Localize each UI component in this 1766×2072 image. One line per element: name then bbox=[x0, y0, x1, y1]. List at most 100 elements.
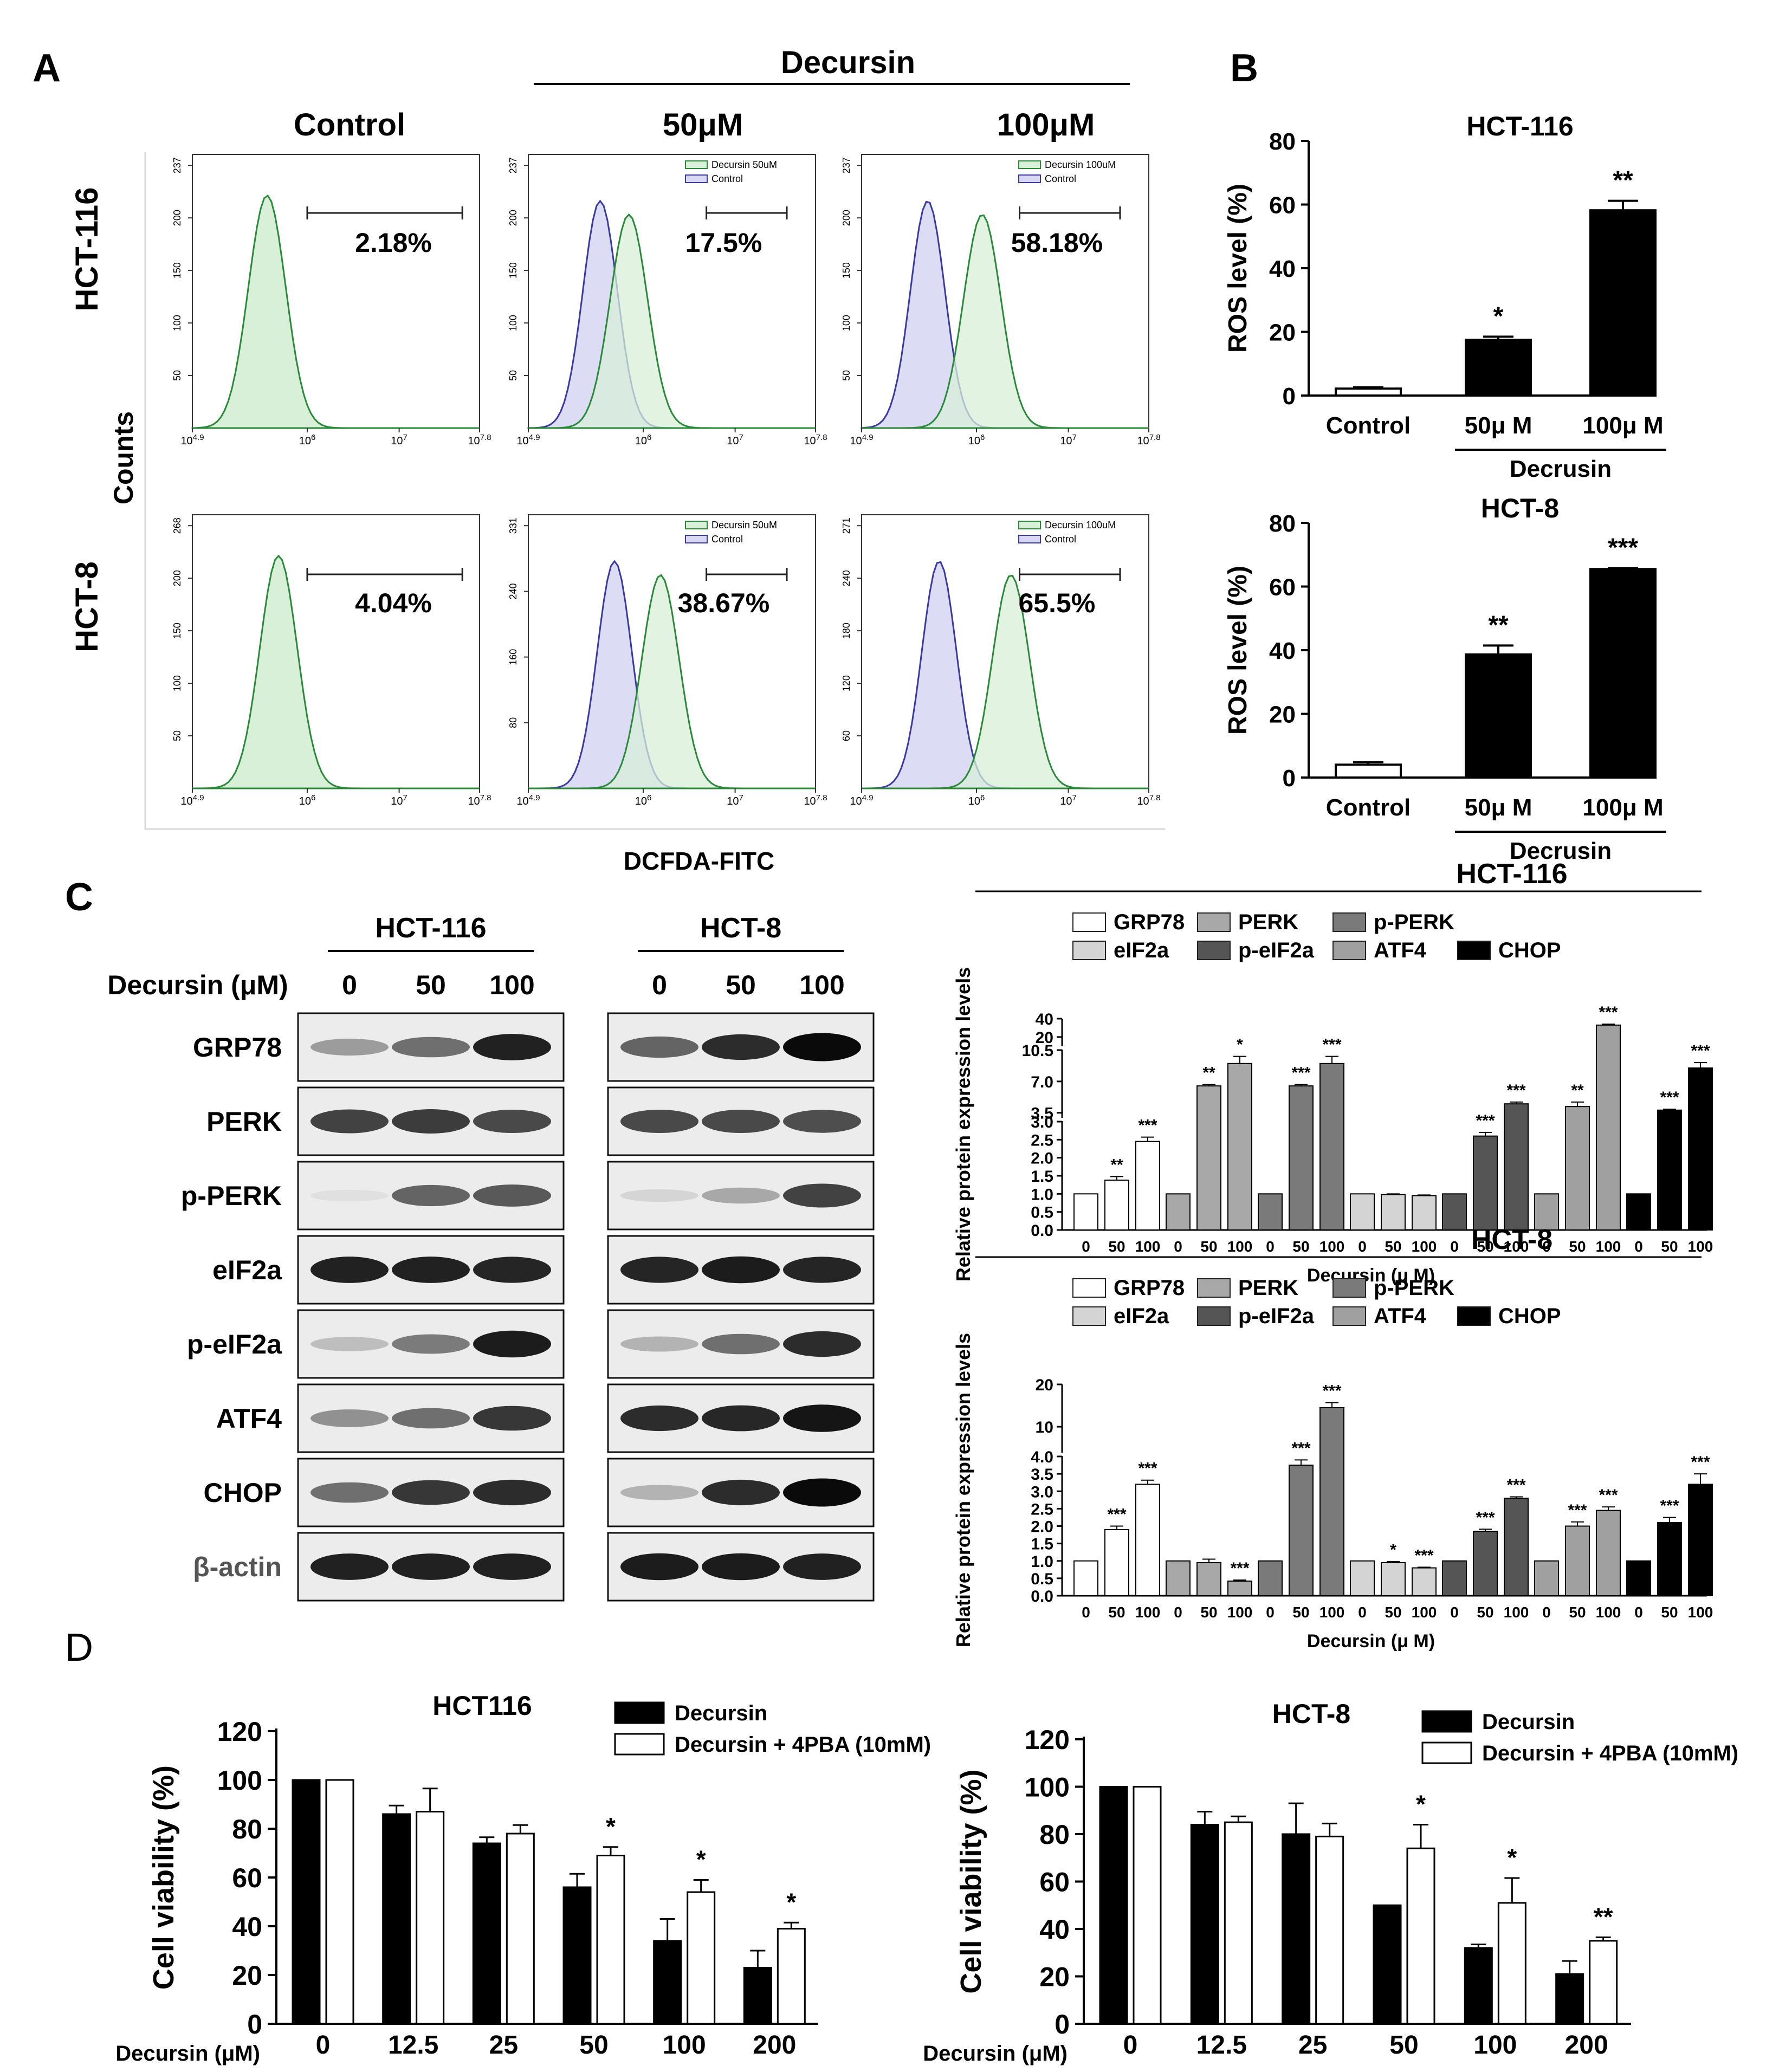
cell-line-label: HCT-116 bbox=[375, 912, 486, 944]
blot-band bbox=[392, 1334, 470, 1354]
blot-row bbox=[607, 1161, 875, 1231]
chart-title: HCT116 bbox=[432, 1691, 532, 1721]
panel-a-frame bbox=[144, 152, 1165, 830]
x-tick-label: 50 bbox=[1477, 1604, 1493, 1621]
y-tick-label: 0.5 bbox=[1031, 1204, 1053, 1222]
bar bbox=[1688, 1067, 1713, 1231]
x-tick-label: 12.5 bbox=[1196, 2031, 1247, 2060]
y-axis-label: Cell viability (%) bbox=[147, 1765, 180, 1990]
bar bbox=[1196, 1085, 1221, 1231]
x-tick-label: 104.9 bbox=[516, 433, 540, 447]
x-tick-label: 0 bbox=[1450, 1238, 1459, 1255]
chart-title: HCT-8 bbox=[1481, 493, 1559, 523]
blot-band bbox=[473, 1109, 551, 1134]
x-tick-label: 50 bbox=[579, 2031, 608, 2060]
bar bbox=[1350, 1193, 1375, 1231]
bar bbox=[1166, 1560, 1191, 1596]
blot-band bbox=[702, 1109, 780, 1134]
blot-band bbox=[310, 1038, 389, 1056]
blot-band bbox=[392, 1037, 470, 1058]
ros-chart-hct8: HCT-8 0 20 40 60 80 ROS level (%) Control ** 50μ … bbox=[1224, 493, 1666, 864]
legend-swatch bbox=[1072, 912, 1106, 932]
legend-label: GRP78 bbox=[1114, 910, 1185, 934]
y-tick-label: 3.0 bbox=[1031, 1483, 1053, 1501]
significance-mark: *** bbox=[1691, 1042, 1710, 1060]
blot-row bbox=[297, 1383, 565, 1453]
x-tick-label: 107.8 bbox=[1137, 433, 1160, 447]
y-tick-label: 237 bbox=[508, 157, 519, 173]
blot-band bbox=[702, 1256, 780, 1284]
y-axis-label: ROS level (%) bbox=[1224, 566, 1252, 735]
blot-row bbox=[297, 1458, 565, 1527]
x-tick-label: 50 bbox=[1292, 1238, 1309, 1255]
legend-swatch bbox=[614, 1701, 665, 1724]
x-tick-label: 50 bbox=[1200, 1604, 1217, 1621]
control-histogram bbox=[191, 194, 480, 429]
histogram-0-1: Decursin 50uM Control 17.5% 50 100 150 200 237 1… bbox=[508, 154, 827, 447]
bar bbox=[1258, 1193, 1283, 1231]
blot-row bbox=[297, 1012, 565, 1082]
bar bbox=[1073, 1193, 1098, 1231]
x-tick-label: 107 bbox=[391, 793, 407, 807]
bar bbox=[1227, 1581, 1252, 1596]
bar bbox=[562, 1886, 592, 2025]
significance-mark: ** bbox=[1613, 166, 1633, 195]
y-tick-label: 0.5 bbox=[1031, 1570, 1053, 1588]
y-tick-label: 100 bbox=[841, 315, 852, 331]
dose-value: 0 bbox=[342, 970, 357, 1000]
legend-label: GRP78 bbox=[1114, 1276, 1185, 1300]
significance-mark: * bbox=[606, 1812, 616, 1841]
histogram-1-1: Decursin 50uM Control 38.67% 80 160 240 331 104… bbox=[508, 514, 827, 807]
y-axis-label: Relative protein expression levels bbox=[952, 967, 974, 1281]
legend-label: ATF4 bbox=[1374, 1304, 1427, 1328]
bar bbox=[292, 1779, 321, 2025]
x-tick-label: 100 bbox=[1227, 1604, 1253, 1621]
significance-mark: *** bbox=[1476, 1508, 1495, 1526]
bar bbox=[1465, 339, 1532, 397]
significance-mark: *** bbox=[1230, 1559, 1249, 1577]
x-tick-label: 100 bbox=[1319, 1238, 1345, 1255]
bar bbox=[777, 1928, 806, 2025]
blot-band bbox=[783, 1553, 861, 1580]
y-tick-label: 20 bbox=[232, 1960, 262, 1991]
bar bbox=[1565, 1106, 1590, 1231]
panel-a-row-hct8: HCT-8 bbox=[69, 561, 105, 652]
legend-swatch bbox=[1332, 912, 1366, 932]
x-axis-label: Decursin (μ M) bbox=[1307, 1265, 1435, 1286]
viability-chart-hct8: HCT-8 0 20 40 60 80 100 120 Cell viability (%) 0 1… bbox=[923, 1699, 1738, 2065]
y-tick-label: 150 bbox=[508, 262, 519, 279]
bar bbox=[416, 1811, 445, 2025]
y-tick-label: 100 bbox=[172, 315, 183, 331]
bar bbox=[472, 1842, 501, 2025]
panel-a-col-control: Control bbox=[294, 107, 405, 143]
legend-treated-label: Decursin 50uM bbox=[711, 520, 777, 530]
y-tick-label: 150 bbox=[172, 262, 183, 279]
x-tick-label: 50 bbox=[1661, 1604, 1678, 1621]
y-tick-label: 2.5 bbox=[1031, 1500, 1053, 1518]
x-tick-label: 107.8 bbox=[468, 793, 491, 807]
blot-band bbox=[473, 1479, 551, 1506]
x-tick-label: 50μ M bbox=[1465, 794, 1532, 821]
treated-histogram bbox=[528, 213, 816, 429]
legend-control-label: Control bbox=[1045, 534, 1076, 545]
y-tick-label: 3.0 bbox=[1031, 1113, 1053, 1131]
bar bbox=[1099, 1786, 1128, 2025]
y-tick-label: 100 bbox=[1025, 1772, 1070, 1803]
y-tick-label: 100 bbox=[172, 675, 183, 691]
cell-line-label: HCT-8 bbox=[700, 912, 781, 944]
legend-control-swatch bbox=[685, 535, 708, 543]
x-tick-label: 100 bbox=[1596, 1238, 1621, 1255]
y-tick-label: 0.0 bbox=[1031, 1588, 1053, 1605]
legend-treated-swatch bbox=[1018, 160, 1041, 169]
blot-band bbox=[392, 1408, 470, 1429]
legend-label: p-eIF2a bbox=[1238, 1304, 1315, 1328]
x-tick-label: 200 bbox=[753, 2031, 796, 2060]
y-tick-label: 1.5 bbox=[1031, 1168, 1053, 1186]
viability-chart-hct116: HCT116 0 20 40 60 80 100 120 Cell viability (%) 0… bbox=[115, 1691, 931, 2065]
significance-mark: * bbox=[786, 1888, 796, 1916]
y-tick-label: 50 bbox=[172, 370, 183, 381]
dose-value: 50 bbox=[416, 970, 446, 1000]
bar bbox=[1442, 1560, 1467, 1596]
x-tick-label: 104.9 bbox=[180, 793, 204, 807]
blot-band bbox=[392, 1109, 470, 1134]
